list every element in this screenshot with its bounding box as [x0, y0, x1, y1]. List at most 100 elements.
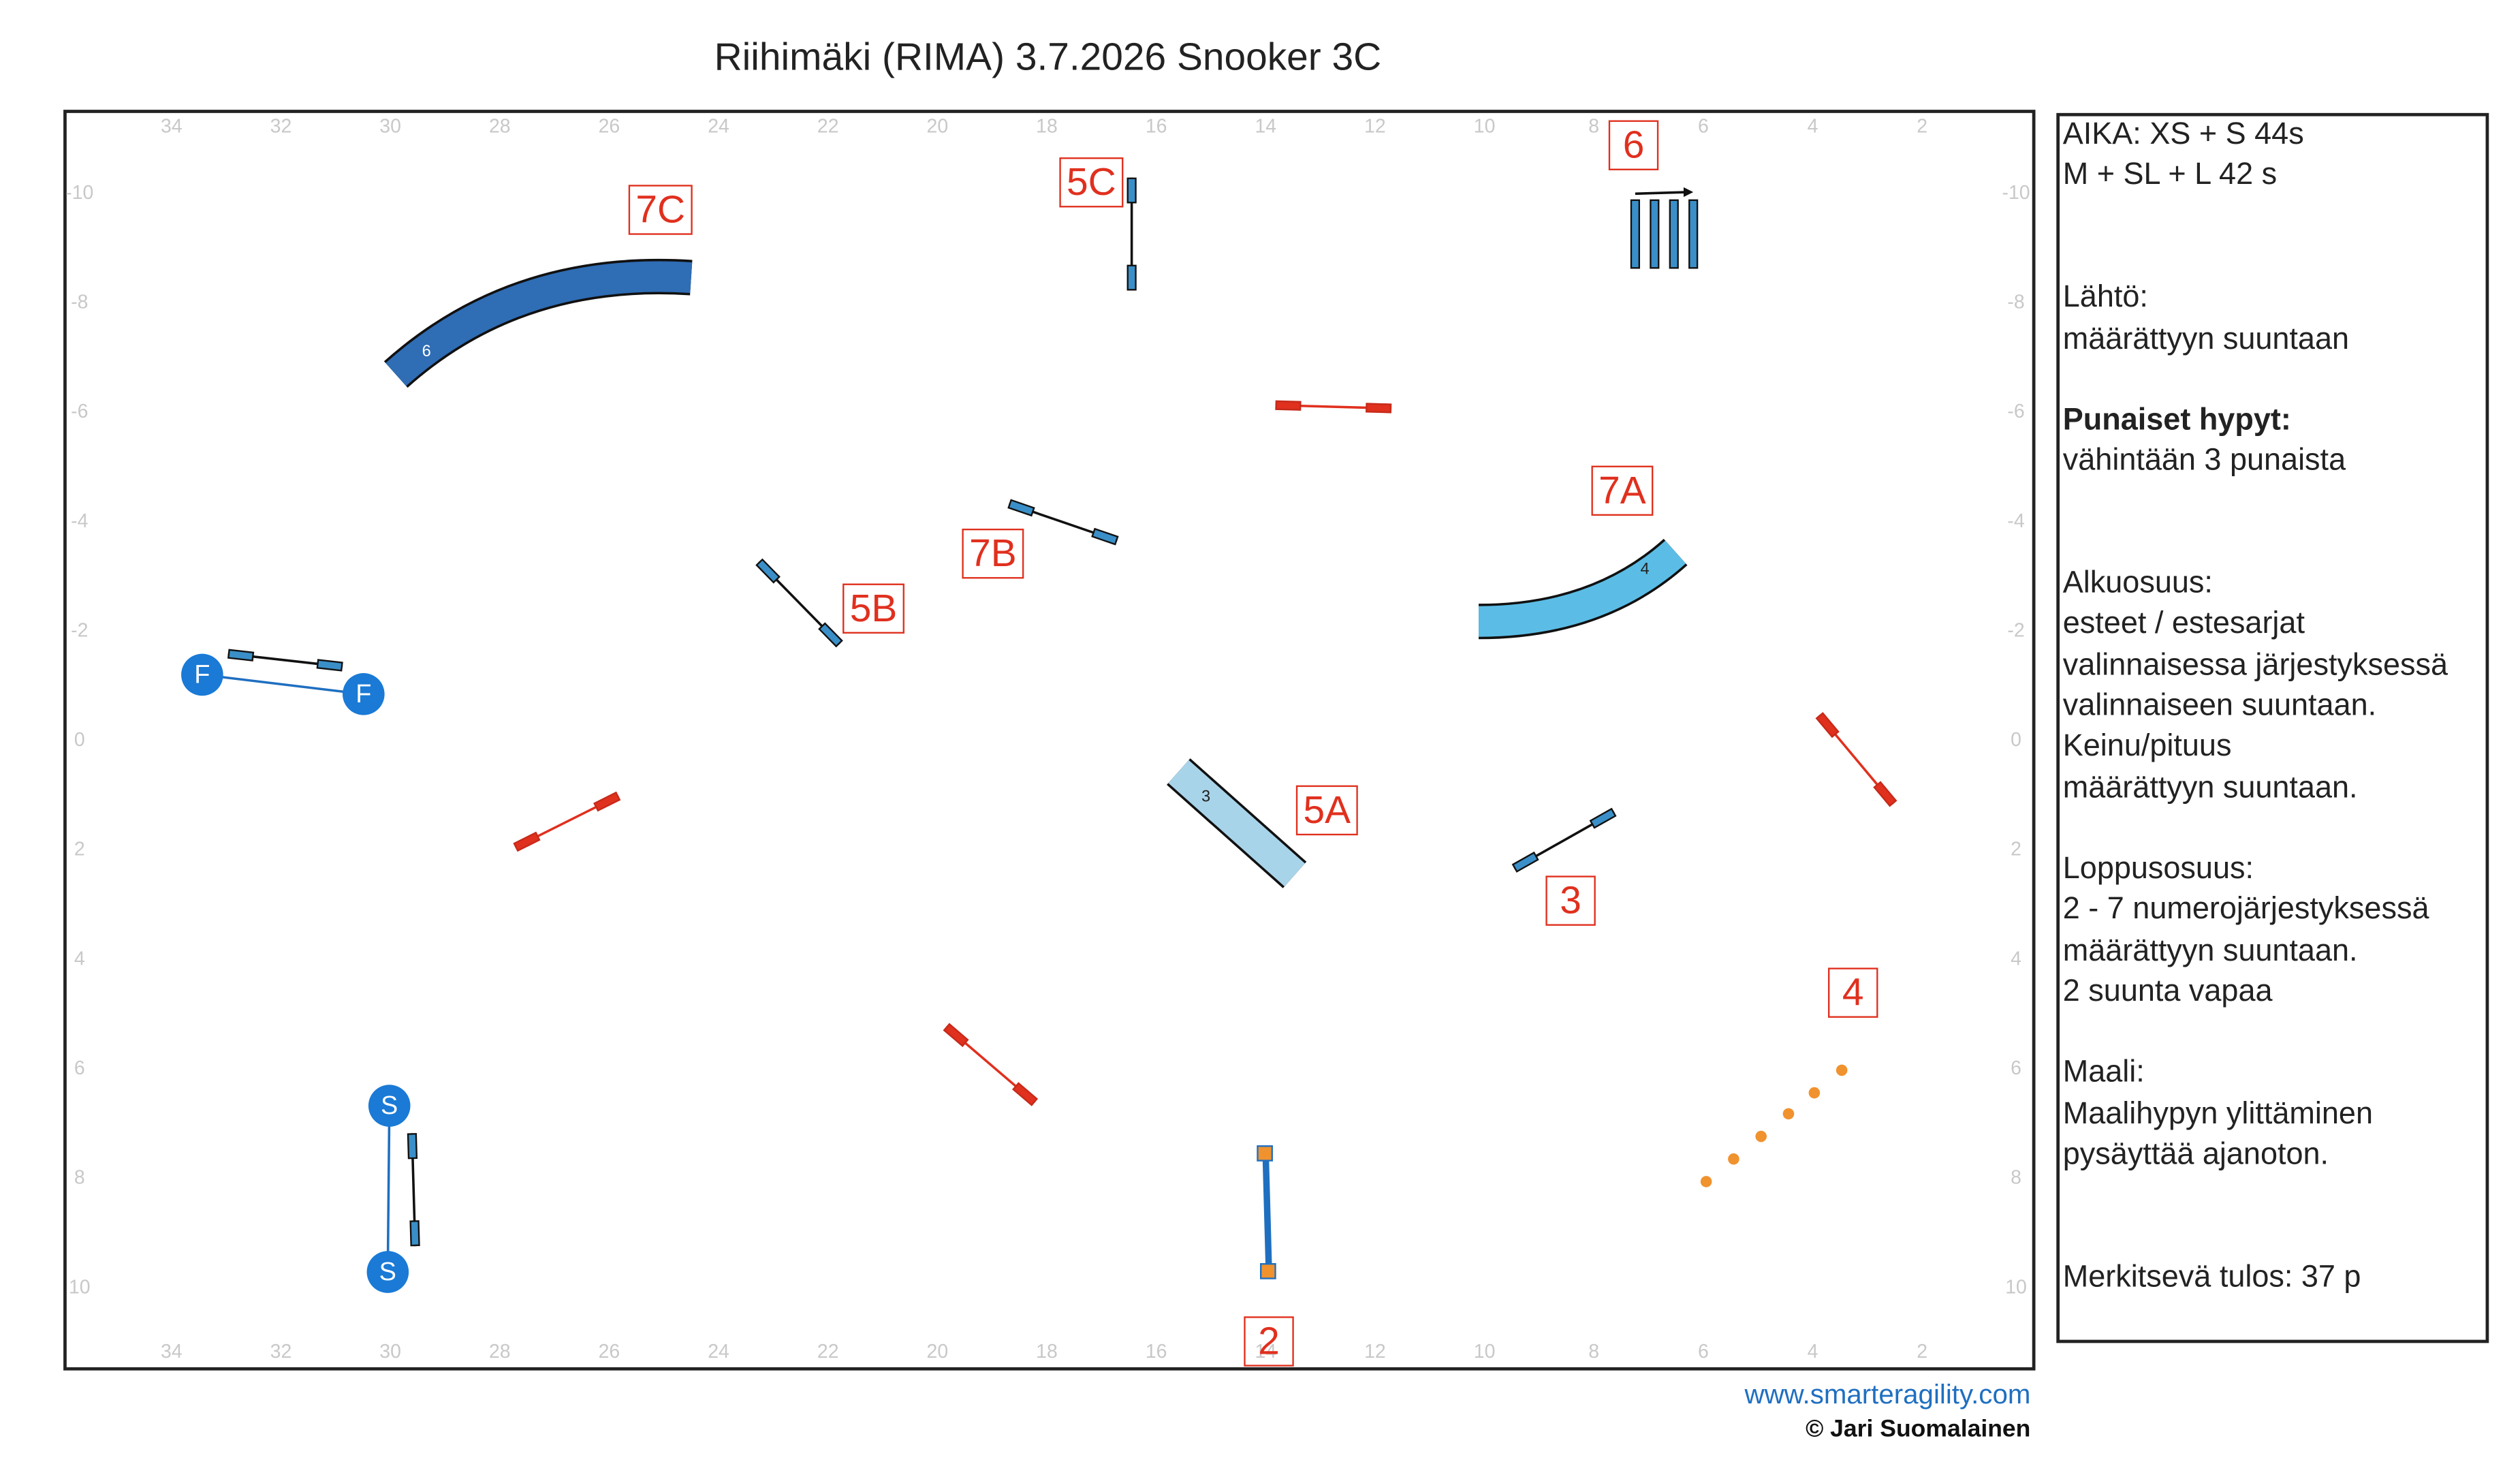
obstacle-label-box [1591, 465, 1654, 516]
grid-label: 32 [270, 116, 292, 138]
grid-label: 14 [1255, 116, 1276, 138]
grid-label: 2 [1917, 116, 1927, 138]
panel-line: Merkitsevä tulos: 37 p [2063, 1258, 2361, 1293]
grid-label: -8 [2007, 291, 2024, 313]
grid-label: 10 [2005, 1276, 2027, 1298]
tunnel-number: 4 [1641, 561, 1650, 578]
grid-label: 28 [489, 116, 511, 138]
title: Riihimäki (RIMA) 3.7.2026 Snooker 3C [714, 36, 1382, 79]
jump-wing [1591, 809, 1615, 827]
copyright: © Jari Suomalainen [1806, 1415, 2030, 1442]
grid-label: 10 [1474, 1341, 1496, 1363]
marker-dot [1782, 1108, 1795, 1120]
grid-label: 18 [1036, 1341, 1058, 1363]
grid-label: 34 [161, 1341, 183, 1363]
grid-label: 4 [2011, 948, 2021, 969]
panel-line: määrättyyn suuntaan. [2063, 770, 2358, 805]
grid-label: 6 [74, 1057, 85, 1079]
grid-label: -10 [65, 182, 93, 204]
panel-line: esteet / estesarjat [2063, 605, 2305, 640]
grid-label: 4 [1808, 116, 1818, 138]
weave-pole [1650, 199, 1660, 269]
weave-pole [1669, 199, 1679, 269]
obstacle-label-box [1059, 157, 1124, 208]
grid-label: -10 [2002, 182, 2030, 204]
panel-line: Alkuosuus: [2063, 565, 2213, 600]
marker-dot [1700, 1176, 1712, 1187]
grid-label: 0 [2011, 729, 2021, 751]
grid-label: 24 [708, 116, 729, 138]
start-label: S [381, 1091, 398, 1120]
panel-line: Maali: [2063, 1054, 2145, 1089]
grid-label: -6 [2007, 401, 2024, 422]
obstacle-label-box [1608, 120, 1659, 170]
connector [386, 1106, 391, 1273]
grid-label: 20 [927, 1341, 949, 1363]
obstacle-label: 5B [850, 587, 898, 630]
grid-label: 16 [1146, 116, 1167, 138]
obstacle-2-end [1257, 1145, 1273, 1162]
weave-pole [1630, 199, 1640, 269]
grid-label: 0 [74, 729, 85, 751]
tunnel-number: 3 [1201, 788, 1210, 806]
start [366, 1251, 409, 1293]
panel-line: vähintään 3 punaista [2063, 442, 2346, 477]
grid-label: 12 [1364, 1341, 1386, 1363]
grid-label: -6 [71, 401, 88, 422]
start [368, 1085, 411, 1127]
jump-wing [515, 833, 539, 850]
grid-label: 12 [1364, 116, 1386, 138]
panel-line: 2 suunta vapaa [2063, 973, 2273, 1008]
url[interactable]: www.smarteragility.com [1744, 1379, 2030, 1410]
weave-pole [1688, 199, 1699, 269]
field-frame [63, 110, 2036, 1371]
obstacle-label-box [1244, 1316, 1294, 1367]
jump-wing [1093, 529, 1117, 544]
info-panel [2056, 112, 2489, 1343]
panel-line: Maalihypyn ylittäminen [2063, 1095, 2373, 1130]
grid-label: 18 [1036, 116, 1058, 138]
grid-label: 30 [379, 116, 401, 138]
grid-label: 10 [69, 1276, 91, 1298]
grid-label: 4 [74, 948, 85, 969]
grid-label: 8 [1588, 1341, 1599, 1363]
obstacle-label-box [962, 528, 1024, 579]
obstacle-2 [1262, 1153, 1272, 1271]
panel-line: määrättyyn suuntaan. [2063, 933, 2358, 967]
grid-label: -8 [71, 291, 88, 313]
obstacle-label: 7A [1598, 469, 1646, 512]
marker-dot [1755, 1130, 1767, 1142]
obstacle-label: 5C [1067, 161, 1116, 204]
obstacle-label: 7B [969, 532, 1017, 575]
jump-wing [1817, 714, 1838, 736]
grid-label: 8 [2011, 1167, 2021, 1189]
jump-wing [1367, 404, 1390, 412]
obstacle-label: 4 [1842, 971, 1864, 1014]
finish [181, 653, 223, 696]
jump-wing [409, 1134, 416, 1157]
panel-line: määrättyyn suuntaan [2063, 321, 2349, 356]
jump-wing [595, 793, 619, 810]
obstacle-label: 7C [635, 189, 685, 232]
panel-line: Keinu/pituus [2063, 728, 2232, 762]
grid-label: 34 [161, 116, 183, 138]
panel-line: Punaiset hypyt: [2063, 401, 2291, 436]
grid-label: 10 [1474, 116, 1496, 138]
finish [342, 673, 385, 715]
grid-label: 16 [1146, 1341, 1167, 1363]
grid-label: 30 [379, 1341, 401, 1363]
obstacle-label: 3 [1560, 880, 1581, 922]
panel-line: M + SL + L 42 s [2063, 156, 2277, 191]
connector [202, 673, 364, 696]
grid-label: -2 [2007, 619, 2024, 641]
grid-label: 26 [599, 116, 620, 138]
grid-label: 22 [817, 1341, 839, 1363]
obstacle-label-box [628, 185, 693, 235]
grid-label: 32 [270, 1341, 292, 1363]
grid-label: 26 [599, 1341, 620, 1363]
grid-label: 6 [1698, 116, 1709, 138]
tunnel [1168, 760, 1305, 887]
obstacle-label-box [842, 583, 904, 634]
panel-line: pysäyttää ajanoton. [2063, 1136, 2329, 1170]
grid-label: 8 [1588, 116, 1599, 138]
